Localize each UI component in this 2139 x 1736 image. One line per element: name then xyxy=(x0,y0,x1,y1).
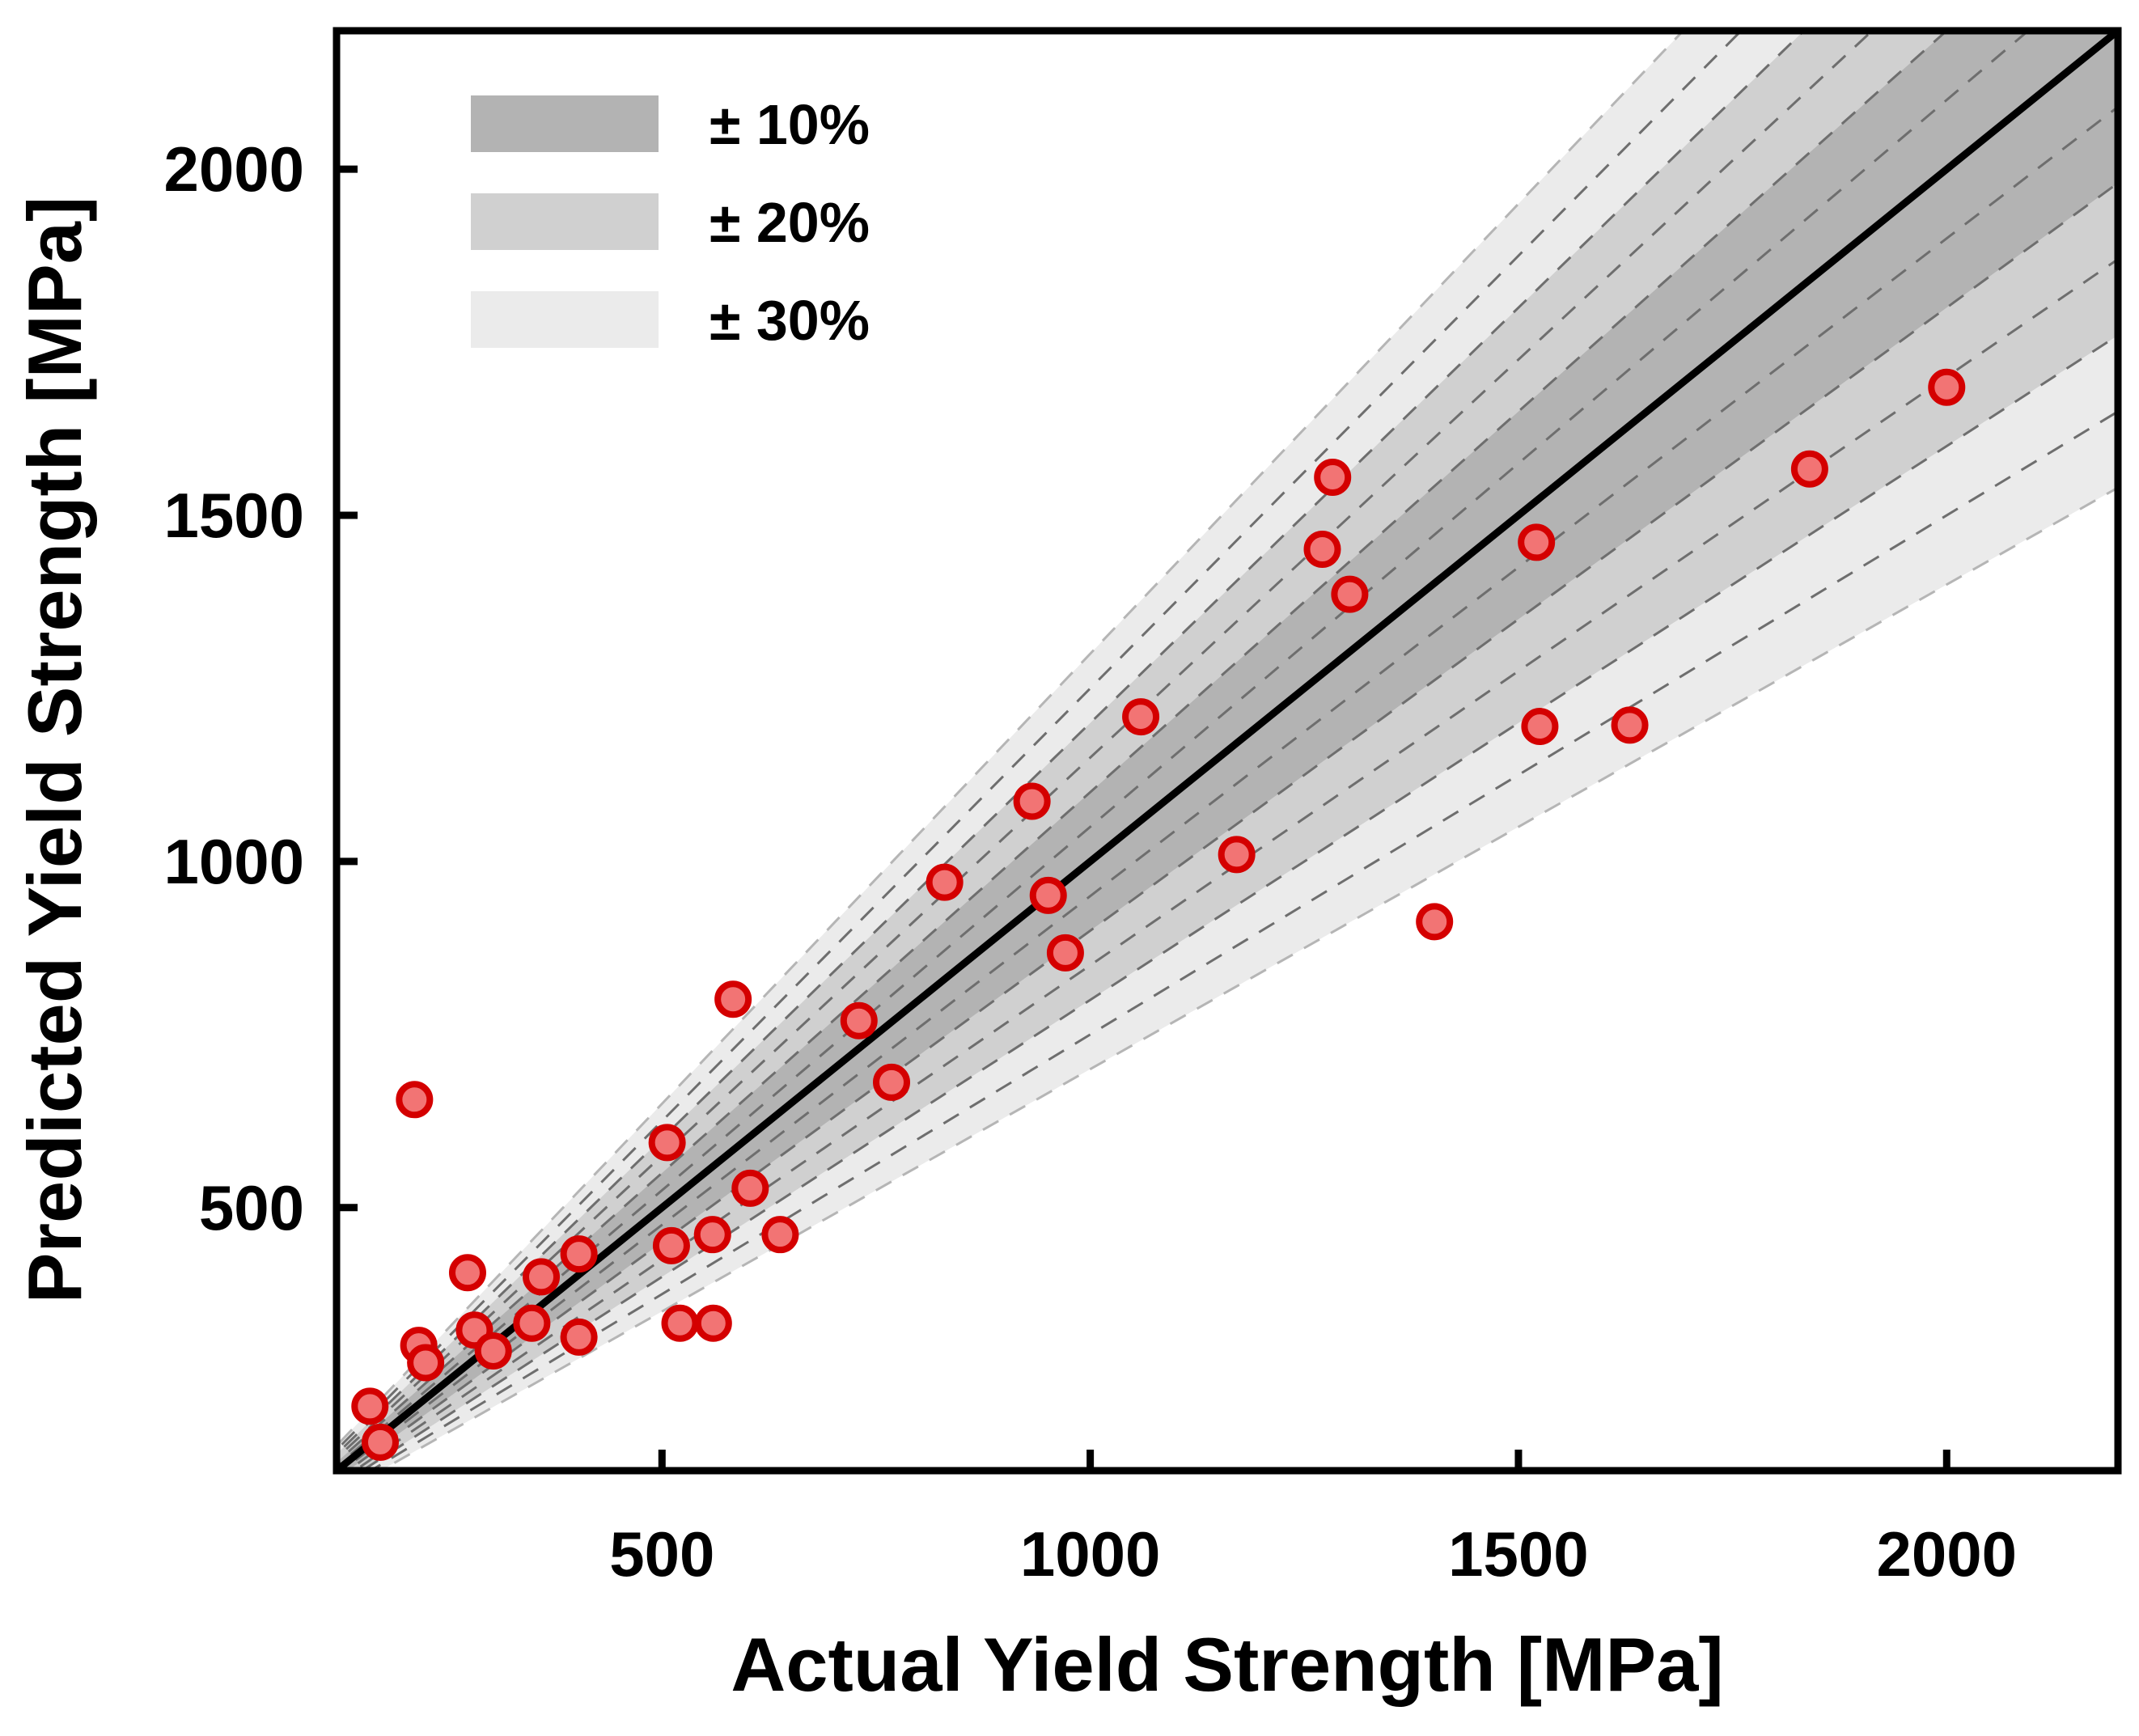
axis-ticks: 500 1000 1500 2000 500 1000 1500 2000 xyxy=(163,133,2017,1590)
data-point xyxy=(925,863,964,901)
data-point xyxy=(1928,368,1966,406)
data-point xyxy=(361,1423,399,1461)
data-point xyxy=(560,1235,598,1273)
data-point xyxy=(407,1344,445,1382)
data-point xyxy=(1521,708,1559,746)
data-point xyxy=(474,1332,512,1370)
x-tick-label: 1000 xyxy=(1020,1518,1161,1590)
data-point xyxy=(1046,934,1084,972)
data-point xyxy=(1611,706,1649,744)
legend-swatch xyxy=(471,193,659,250)
dashed-line-plus30 xyxy=(337,31,1685,1448)
y-tick-label: 1500 xyxy=(163,480,304,551)
x-tick-label: 2000 xyxy=(1877,1518,2018,1590)
dashed-line-plus25 xyxy=(337,31,1743,1452)
data-point xyxy=(648,1124,686,1162)
data-point xyxy=(560,1318,598,1356)
data-point xyxy=(1416,903,1454,941)
y-tick-label: 500 xyxy=(199,1172,304,1243)
data-point xyxy=(396,1081,434,1119)
dashed-line-minus5 xyxy=(340,105,2118,1471)
data-point xyxy=(661,1304,699,1342)
legend-label: ± 10% xyxy=(709,93,870,156)
legend: ± 10% ± 20% ± 30% xyxy=(471,93,870,352)
data-point xyxy=(761,1216,799,1254)
legend-label: ± 30% xyxy=(709,289,870,352)
data-point xyxy=(694,1304,732,1342)
data-point xyxy=(1013,782,1051,820)
data-point xyxy=(351,1387,389,1425)
data-point xyxy=(1029,876,1067,914)
data-point xyxy=(1518,523,1556,561)
data-point xyxy=(513,1304,551,1342)
dashed-line-plus5 xyxy=(337,31,2031,1468)
data-point xyxy=(448,1254,486,1292)
data-point xyxy=(714,980,752,1018)
data-point xyxy=(652,1226,690,1264)
identity-line xyxy=(337,31,2118,1471)
x-tick-label: 500 xyxy=(609,1518,714,1590)
data-point xyxy=(523,1258,561,1296)
data-point xyxy=(1790,450,1828,488)
data-point xyxy=(1314,458,1352,496)
data-point xyxy=(731,1169,769,1207)
data-point xyxy=(1303,530,1341,568)
legend-swatch xyxy=(471,291,659,348)
y-tick-label: 1000 xyxy=(163,826,304,897)
data-point xyxy=(1122,698,1160,736)
data-point xyxy=(1331,575,1369,613)
data-point xyxy=(840,1001,878,1039)
data-point xyxy=(873,1063,911,1101)
y-tick-label: 2000 xyxy=(163,133,304,205)
data-point xyxy=(693,1216,731,1254)
x-tick-label: 1500 xyxy=(1448,1518,1589,1590)
dashed-line-minus25 xyxy=(368,409,2118,1471)
data-point xyxy=(1218,836,1256,874)
plot-frame xyxy=(332,27,2122,1475)
dashed-line-minus30 xyxy=(378,486,2118,1471)
legend-label: ± 20% xyxy=(709,191,870,254)
x-axis-label: Actual Yield Strength [MPa] xyxy=(731,1622,1723,1707)
legend-swatch xyxy=(471,95,659,152)
y-axis-label: Predicted Yield Strength [MPa] xyxy=(12,197,97,1303)
data-points xyxy=(351,368,1966,1461)
